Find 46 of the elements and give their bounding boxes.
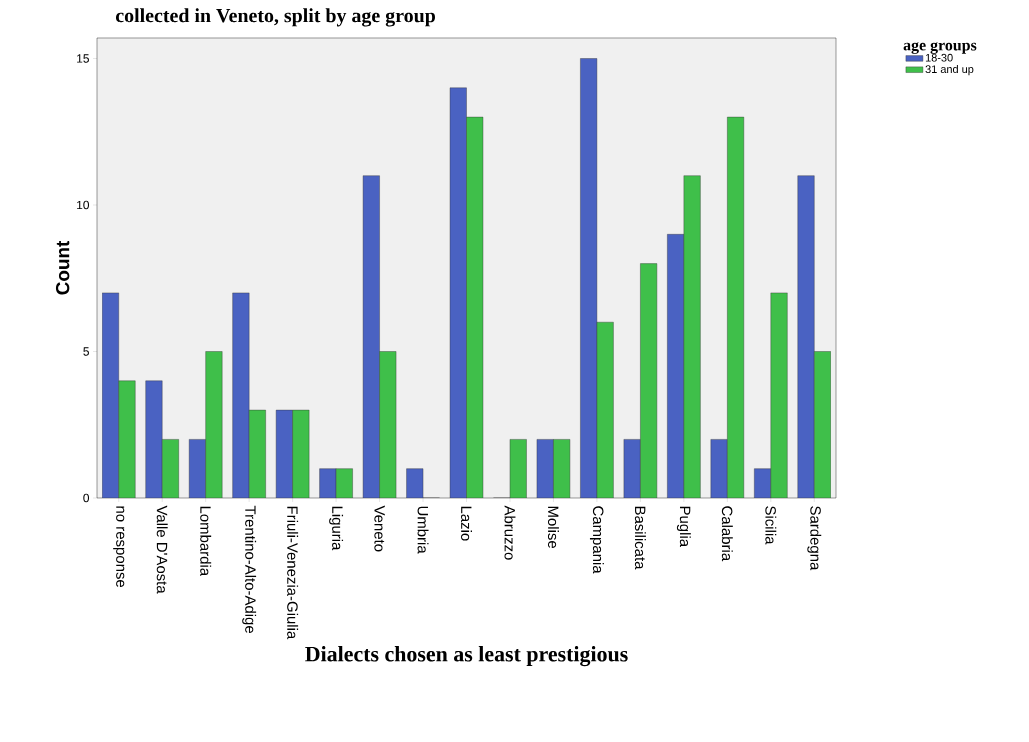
x-tick-label: Basilicata xyxy=(634,506,646,570)
bar xyxy=(814,351,831,498)
x-tick-label: no response xyxy=(113,506,125,588)
bar xyxy=(118,380,136,498)
bar xyxy=(727,117,744,498)
bar xyxy=(580,58,597,498)
y-axis-title: Count xyxy=(55,240,70,295)
bar xyxy=(667,234,684,498)
bar xyxy=(379,351,397,498)
bar xyxy=(363,175,380,498)
y-tick-label: 15 xyxy=(77,54,89,63)
y-tick-label: 10 xyxy=(77,200,90,210)
bar xyxy=(596,322,614,498)
x-axis-title: Dialects chosen as least prestigious xyxy=(305,646,628,667)
x-tick-label: Sicilia xyxy=(765,506,777,545)
x-tick-label: Umbria xyxy=(417,506,429,554)
x-tick-label: Puglia xyxy=(676,506,691,548)
x-tick-label: Calabria xyxy=(721,506,733,562)
bar xyxy=(102,292,119,498)
y-tick-label: 0 xyxy=(83,493,90,503)
x-tick-label: Abruzzo xyxy=(504,505,516,560)
x-tick-label: Lombardia xyxy=(200,506,212,577)
x-tick-label: Molise xyxy=(547,506,559,549)
bar xyxy=(466,117,483,498)
x-tick-label: Trentino-Alto-Adige xyxy=(242,505,257,634)
y-tick-label: 5 xyxy=(83,347,89,356)
bar xyxy=(640,263,657,498)
bar xyxy=(145,380,163,498)
bar xyxy=(205,351,223,498)
bar xyxy=(797,175,815,498)
bar xyxy=(232,292,250,498)
x-tick-label: Valle D'Aosta xyxy=(156,505,168,594)
bar xyxy=(450,87,467,498)
legend-label: 31 and up xyxy=(925,64,974,76)
legend-title: age groups xyxy=(903,42,977,54)
x-tick-label: Liguria xyxy=(329,506,344,551)
bar xyxy=(770,292,788,498)
chart-title: collected in Veneto, split by age group xyxy=(115,8,435,27)
x-tick-label: Veneto xyxy=(374,505,385,552)
x-tick-label: Sardegna xyxy=(807,506,822,571)
legend-label: 18-30 xyxy=(925,53,953,62)
bar xyxy=(710,439,728,498)
x-tick-label: Campania xyxy=(589,506,604,574)
x-tick-label: Friuli-Venezia-Giulia xyxy=(287,506,299,640)
bar xyxy=(683,175,701,498)
x-tick-label: Lazio xyxy=(461,506,472,541)
